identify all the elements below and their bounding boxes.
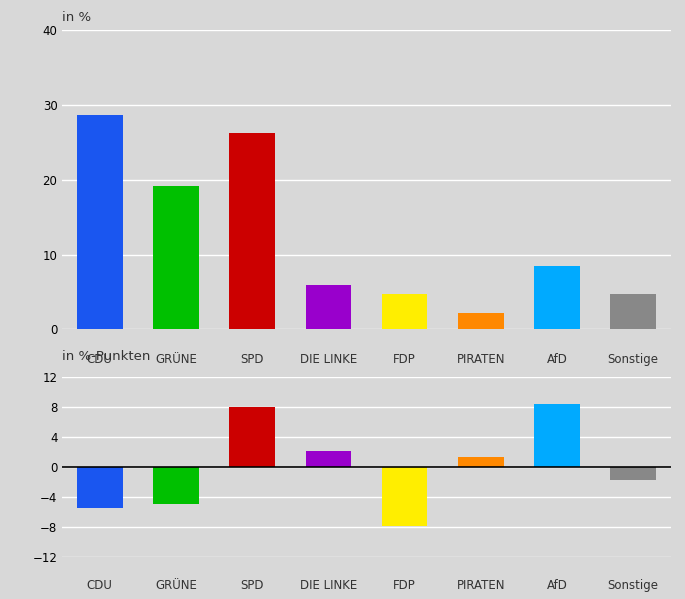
Bar: [153, 467, 199, 504]
Text: in %: in %: [62, 11, 91, 24]
Bar: [610, 294, 656, 329]
Text: FDP: FDP: [393, 353, 416, 367]
Text: GRÜNE: GRÜNE: [155, 353, 197, 367]
Text: 19,1: 19,1: [162, 376, 190, 389]
Text: FDP: FDP: [393, 579, 416, 592]
Text: 28,6: 28,6: [85, 376, 114, 389]
Bar: [306, 450, 351, 467]
Text: AfD: AfD: [547, 353, 567, 367]
Text: 8,5: 8,5: [547, 376, 568, 389]
Text: 26,2: 26,2: [238, 376, 266, 389]
Bar: [610, 467, 656, 480]
Bar: [534, 266, 580, 329]
Bar: [382, 467, 427, 526]
Text: 4,7: 4,7: [623, 376, 644, 389]
Text: Sonstige: Sonstige: [608, 579, 659, 592]
Text: CDU: CDU: [87, 579, 113, 592]
Text: PIRATEN: PIRATEN: [456, 579, 505, 592]
Bar: [534, 404, 580, 467]
Text: AfD: AfD: [547, 579, 567, 592]
Text: GRÜNE: GRÜNE: [155, 579, 197, 592]
Bar: [306, 285, 351, 329]
Text: 2,2: 2,2: [471, 376, 491, 389]
Text: CDU: CDU: [87, 353, 113, 367]
Text: 4,8: 4,8: [394, 376, 415, 389]
Bar: [77, 115, 123, 329]
Bar: [153, 186, 199, 329]
Text: SPD: SPD: [240, 353, 264, 367]
Text: in %-Punkten: in %-Punkten: [62, 350, 150, 363]
Bar: [77, 467, 123, 509]
Bar: [229, 134, 275, 329]
Bar: [458, 456, 503, 467]
Text: DIE LINKE: DIE LINKE: [300, 579, 357, 592]
Text: SPD: SPD: [240, 579, 264, 592]
Bar: [458, 313, 503, 329]
Text: 6,0: 6,0: [318, 376, 339, 389]
Text: DIE LINKE: DIE LINKE: [300, 353, 357, 367]
Bar: [382, 294, 427, 329]
Text: Sonstige: Sonstige: [608, 353, 659, 367]
Text: PIRATEN: PIRATEN: [456, 353, 505, 367]
Bar: [229, 407, 275, 467]
